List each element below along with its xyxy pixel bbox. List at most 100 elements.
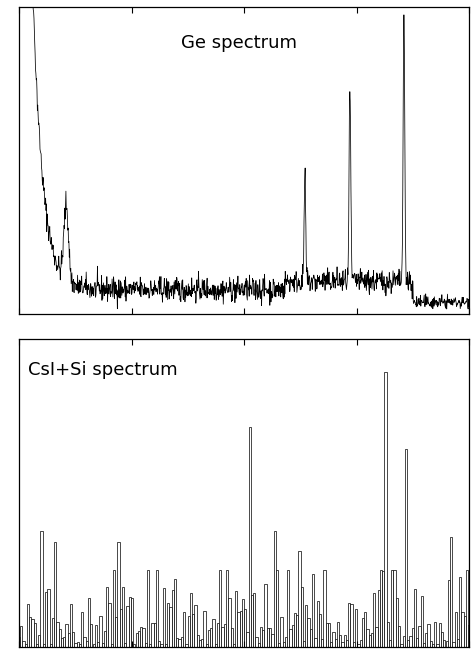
Bar: [27, 605, 29, 647]
Bar: [423, 643, 425, 647]
Bar: [371, 633, 373, 647]
Bar: [317, 601, 319, 647]
Bar: [366, 629, 369, 647]
Bar: [314, 638, 317, 647]
Bar: [326, 622, 328, 647]
Bar: [176, 638, 179, 647]
Bar: [312, 574, 314, 647]
Bar: [455, 612, 457, 647]
Bar: [63, 637, 65, 647]
Bar: [432, 644, 434, 647]
Bar: [285, 637, 287, 647]
Bar: [81, 612, 83, 647]
Bar: [179, 640, 181, 647]
Bar: [61, 638, 63, 647]
Bar: [217, 624, 219, 647]
Bar: [97, 642, 99, 647]
Bar: [136, 633, 138, 647]
Bar: [192, 614, 194, 647]
Bar: [88, 598, 90, 647]
Bar: [138, 631, 140, 647]
Bar: [163, 587, 165, 647]
Bar: [416, 638, 419, 647]
Bar: [350, 604, 353, 647]
Bar: [22, 641, 25, 647]
Bar: [299, 550, 301, 647]
Bar: [369, 636, 371, 647]
Bar: [359, 640, 362, 647]
Bar: [101, 644, 104, 647]
Bar: [355, 609, 357, 647]
Bar: [276, 570, 278, 647]
Bar: [74, 643, 77, 647]
Bar: [131, 598, 133, 647]
Bar: [249, 427, 251, 647]
Bar: [405, 449, 407, 647]
Bar: [420, 596, 423, 647]
Bar: [344, 635, 346, 647]
Bar: [378, 590, 380, 647]
Bar: [142, 628, 145, 647]
Bar: [428, 624, 429, 647]
Bar: [156, 570, 158, 647]
Bar: [303, 641, 305, 647]
Bar: [450, 537, 452, 647]
Bar: [441, 632, 443, 647]
Bar: [203, 611, 206, 647]
Bar: [357, 644, 359, 647]
Bar: [387, 622, 389, 647]
Bar: [319, 614, 321, 647]
Bar: [398, 626, 400, 647]
Bar: [410, 636, 411, 647]
Bar: [434, 622, 437, 647]
Bar: [332, 632, 335, 647]
Bar: [407, 640, 409, 647]
Bar: [92, 644, 95, 647]
Bar: [393, 570, 396, 647]
Bar: [169, 607, 172, 647]
Bar: [335, 640, 337, 647]
Bar: [99, 616, 101, 647]
Bar: [414, 589, 416, 647]
Bar: [49, 644, 52, 647]
Bar: [310, 628, 312, 647]
Bar: [439, 622, 441, 647]
Bar: [459, 577, 461, 647]
Bar: [154, 623, 156, 647]
Bar: [364, 612, 366, 647]
Bar: [52, 618, 54, 647]
Bar: [353, 642, 355, 647]
Bar: [251, 595, 253, 647]
Bar: [452, 642, 455, 647]
Bar: [113, 570, 115, 647]
Bar: [255, 637, 258, 647]
Bar: [18, 637, 20, 647]
Bar: [271, 634, 273, 647]
Bar: [443, 640, 446, 647]
Bar: [124, 643, 127, 647]
Bar: [25, 644, 27, 647]
Bar: [122, 587, 124, 647]
Bar: [149, 644, 151, 647]
Bar: [115, 617, 118, 647]
Bar: [90, 624, 92, 647]
Bar: [43, 644, 45, 647]
Bar: [308, 618, 310, 647]
Bar: [384, 372, 387, 647]
Bar: [242, 599, 244, 647]
Bar: [188, 616, 190, 647]
Bar: [224, 624, 226, 647]
Bar: [158, 641, 160, 647]
Bar: [129, 597, 131, 647]
Bar: [246, 632, 249, 647]
Bar: [54, 543, 56, 647]
Bar: [133, 644, 136, 647]
Bar: [210, 628, 212, 647]
Bar: [262, 630, 264, 647]
Bar: [294, 612, 296, 647]
Bar: [199, 640, 201, 647]
Bar: [110, 644, 113, 647]
Bar: [31, 619, 34, 647]
Bar: [362, 618, 364, 647]
Bar: [201, 639, 203, 647]
